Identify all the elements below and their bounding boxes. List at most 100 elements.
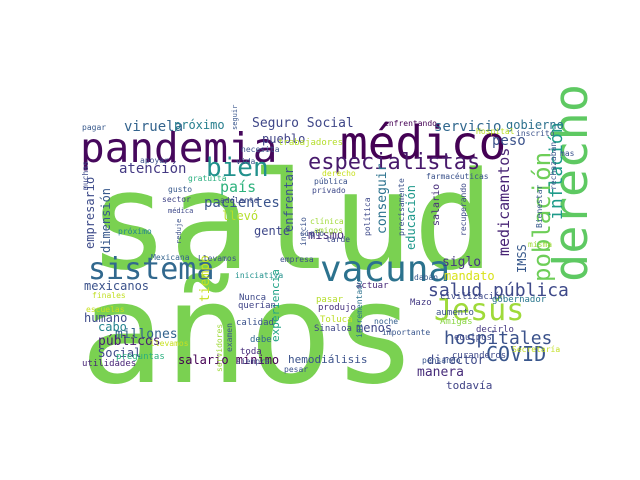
cloud-word: cabo xyxy=(98,320,127,334)
cloud-word: COVID xyxy=(486,342,547,366)
cloud-word: privado xyxy=(312,186,346,195)
cloud-word: salario xyxy=(431,183,442,226)
cloud-word: conseguir xyxy=(375,163,390,234)
cloud-word: finales xyxy=(92,291,126,300)
cloud-word: gobernador xyxy=(492,295,547,305)
cloud-word: todavía xyxy=(446,379,493,392)
cloud-word: viruela xyxy=(124,119,184,135)
cloud-word: mas xyxy=(560,149,575,158)
cloud-word: curanderos xyxy=(452,351,507,361)
cloud-word: públicos xyxy=(98,334,161,349)
cloud-word: produjo xyxy=(318,303,356,313)
cloud-word: actuar xyxy=(356,281,389,291)
cloud-word: pandemia xyxy=(80,124,278,172)
cloud-word: pesar xyxy=(284,365,309,374)
cloud-word: Amigas xyxy=(440,317,473,327)
cloud-word: pensando xyxy=(422,356,461,365)
cloud-word: sistema xyxy=(88,252,215,287)
cloud-word: sector xyxy=(162,195,191,204)
cloud-word: iniciativa xyxy=(235,271,284,280)
cloud-word: llevó xyxy=(222,209,259,223)
cloud-word: farmacéuticas xyxy=(426,172,489,181)
cloud-word: llevamos xyxy=(150,339,189,348)
cloud-word: menos xyxy=(356,321,393,335)
cloud-word: tarde xyxy=(326,235,351,244)
cloud-word: siglo xyxy=(300,229,325,238)
cloud-word: pública xyxy=(314,177,348,186)
cloud-word: siglo xyxy=(442,255,482,270)
cloud-word: vacuna xyxy=(320,249,451,290)
cloud-word: pacientes xyxy=(204,195,280,211)
cloud-word: servidores xyxy=(215,323,224,372)
cloud-word: dimensión xyxy=(99,187,113,253)
cloud-word: Mazo xyxy=(410,298,432,308)
cloud-word: rechazaban xyxy=(549,141,558,190)
cloud-word: decirlo xyxy=(476,325,514,335)
cloud-word: Social xyxy=(98,346,142,360)
cloud-word: inscrito xyxy=(516,129,555,138)
cloud-word: escuelas xyxy=(86,305,125,314)
cloud-word: gente xyxy=(254,224,291,238)
cloud-word: siempre xyxy=(236,357,270,366)
cloud-word: médica xyxy=(168,207,194,215)
cloud-word: bien xyxy=(206,153,269,183)
cloud-word: Bienestar xyxy=(535,184,544,228)
cloud-word: IMSS xyxy=(515,244,529,273)
cloud-word: salud pública xyxy=(428,280,569,301)
cloud-word: educación xyxy=(404,184,418,250)
cloud-word: Sinaloa xyxy=(314,324,352,334)
cloud-word: preguntas xyxy=(116,352,165,362)
cloud-word: gusto xyxy=(168,185,193,194)
cloud-word: próximo xyxy=(174,118,225,132)
cloud-word: próximo xyxy=(118,227,152,236)
cloud-word: hospitales xyxy=(444,328,553,349)
cloud-word: empresa xyxy=(280,255,314,264)
cloud-word: adelante xyxy=(220,196,259,205)
cloud-word: misma xyxy=(528,240,553,249)
cloud-word: Mexicana xyxy=(151,253,190,262)
cloud-word: pueblo xyxy=(262,132,306,146)
cloud-word: años xyxy=(80,253,418,416)
cloud-word: precisamente xyxy=(397,178,406,236)
cloud-word: director xyxy=(427,353,485,367)
cloud-word: examen xyxy=(225,323,234,352)
cloud-word: mexicanos xyxy=(84,279,150,293)
cloud-word: manera xyxy=(417,365,464,380)
cloud-word: servicio xyxy=(434,119,502,135)
cloud-word: civilización xyxy=(440,292,506,302)
cloud-word: muchas xyxy=(81,161,90,190)
cloud-word: humano xyxy=(84,311,128,325)
cloud-word: Llevamos xyxy=(198,254,237,263)
cloud-word: gobierno xyxy=(506,118,564,132)
cloud-word: recuperando xyxy=(459,183,468,236)
cloud-word: hemodiálisis xyxy=(288,353,368,366)
cloud-word: derecho xyxy=(322,169,356,178)
cloud-word: vida xyxy=(236,157,256,166)
cloud-word: millones xyxy=(115,327,178,342)
cloud-word: Toluca xyxy=(320,315,353,325)
cloud-word: debe xyxy=(250,335,272,345)
cloud-word: Seguro Social xyxy=(252,116,354,131)
cloud-word: seguir xyxy=(231,104,239,130)
cloud-word: dabán xyxy=(414,273,439,282)
cloud-word: país xyxy=(220,178,257,196)
cloud-word: salario mínimo xyxy=(178,353,280,367)
cloud-word: equipos xyxy=(454,333,492,343)
cloud-word: gratuita xyxy=(188,174,227,183)
cloud-word: salud xyxy=(88,143,495,300)
cloud-word: incrementado xyxy=(355,280,364,338)
cloud-word: toda xyxy=(240,347,262,357)
cloud-word: apoyar xyxy=(140,156,169,165)
cloud-word: Nunca xyxy=(239,293,267,303)
cloud-word: trabajadores xyxy=(278,138,344,148)
cloud-word: noche xyxy=(374,317,399,326)
cloud-word: aumento xyxy=(436,308,474,318)
cloud-word: enfrentar xyxy=(282,166,296,232)
cloud-word: mandato xyxy=(444,269,495,283)
cloud-word: calidad xyxy=(236,318,274,328)
cloud-word: utilidades xyxy=(82,359,137,369)
cloud-word: medicamentos xyxy=(495,147,513,256)
cloud-word: pasar xyxy=(316,295,344,305)
cloud-word: enfrentando xyxy=(384,119,437,128)
